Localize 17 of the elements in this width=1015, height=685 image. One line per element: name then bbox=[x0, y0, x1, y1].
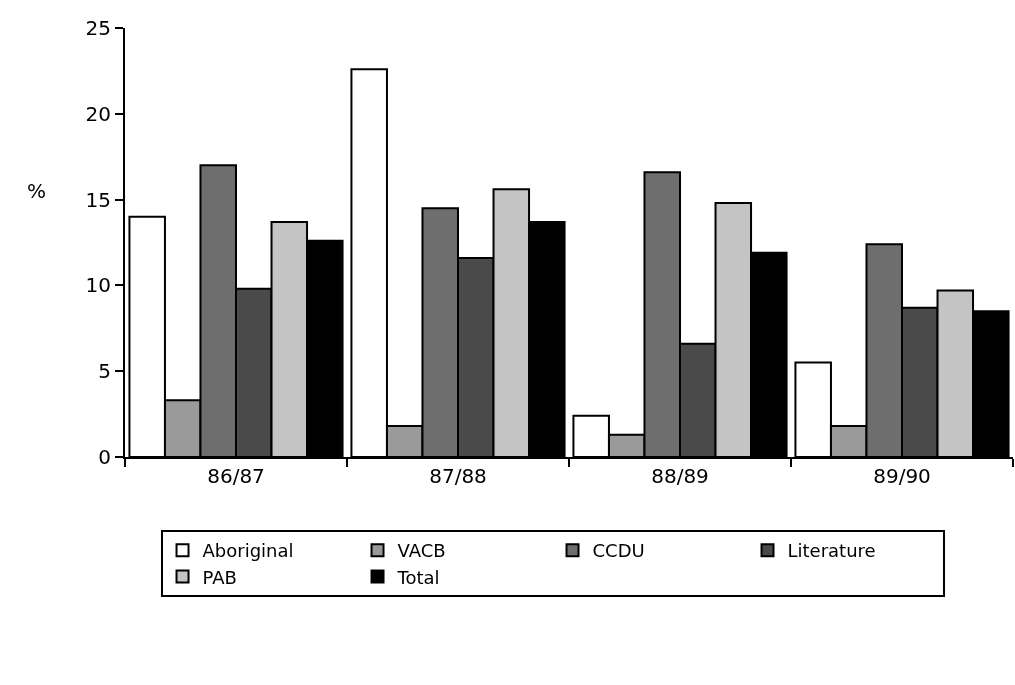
y-tick-label: 5 bbox=[98, 359, 111, 384]
legend-label: Aboriginal bbox=[202, 540, 294, 562]
y-tick-label: 25 bbox=[85, 16, 111, 40]
legend-label: VACB bbox=[397, 540, 446, 562]
x-tick-label: 88/89 bbox=[651, 464, 709, 488]
y-tick-label: 15 bbox=[85, 187, 111, 212]
legend-label: Literature bbox=[787, 540, 876, 562]
x-tick-label: 87/88 bbox=[429, 464, 487, 488]
y-tick-label: 20 bbox=[85, 101, 111, 126]
x-tick-label: 89/90 bbox=[873, 464, 931, 488]
x-tick-label: 86/87 bbox=[207, 464, 265, 488]
y-axis-title: % bbox=[27, 179, 47, 203]
legend-label: PAB bbox=[202, 566, 237, 588]
y-tick-label: 0 bbox=[98, 445, 111, 469]
legend-label: Total bbox=[396, 566, 440, 588]
y-tick-label: 10 bbox=[85, 273, 111, 298]
legend-label: CCDU bbox=[592, 540, 645, 562]
